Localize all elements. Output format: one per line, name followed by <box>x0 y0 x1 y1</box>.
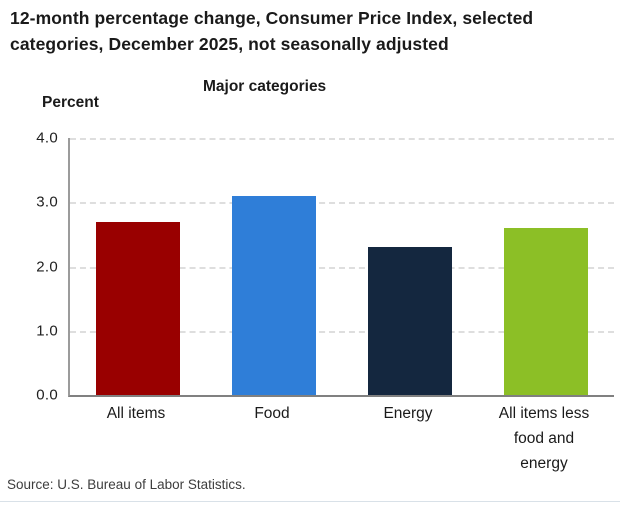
y-tick-label: 3.0 <box>36 193 58 211</box>
bar-food <box>232 195 316 395</box>
bar-slot <box>206 138 342 395</box>
y-axis-tick-labels: 4.0 3.0 2.0 1.0 0.0 <box>12 130 58 404</box>
gridline <box>70 266 614 269</box>
bar-all-items-less-food-and-energy <box>504 227 588 395</box>
bar-slot <box>342 138 478 395</box>
y-tick-label: 0.0 <box>36 386 58 404</box>
x-axis-label: Energy <box>383 405 433 422</box>
y-tick-label: 1.0 <box>36 322 58 340</box>
x-label-slot: All items less food and energy <box>476 401 612 476</box>
x-axis-label: All items less food and energy <box>498 405 590 472</box>
y-tick-label: 4.0 <box>36 129 58 147</box>
bar-slot <box>70 138 206 395</box>
x-label-slot: All items <box>68 401 204 476</box>
gridline <box>70 138 614 140</box>
x-label-slot: Food <box>204 401 340 476</box>
bars-container <box>70 138 614 395</box>
bar-energy <box>368 247 452 395</box>
gridline <box>70 330 614 333</box>
bar-slot <box>478 138 614 395</box>
major-categories-heading: Major categories <box>203 78 327 95</box>
y-tick-label: 2.0 <box>36 258 58 275</box>
source-text: Source: U.S. Bureau of Labor Statistics. <box>7 477 246 492</box>
chart-title: 12-month percentage change, Consumer Pri… <box>10 8 534 54</box>
gridline <box>70 202 614 205</box>
plot-area <box>68 138 614 397</box>
y-axis-unit-label: Percent <box>42 94 99 111</box>
x-axis-label: All items <box>106 405 166 422</box>
x-axis-labels: All items Food Energy All items less food a… <box>68 401 612 476</box>
bar-all-items <box>96 221 180 395</box>
x-label-slot: Energy <box>340 401 476 476</box>
bottom-divider <box>0 501 620 502</box>
x-axis-label: Food <box>254 405 290 422</box>
